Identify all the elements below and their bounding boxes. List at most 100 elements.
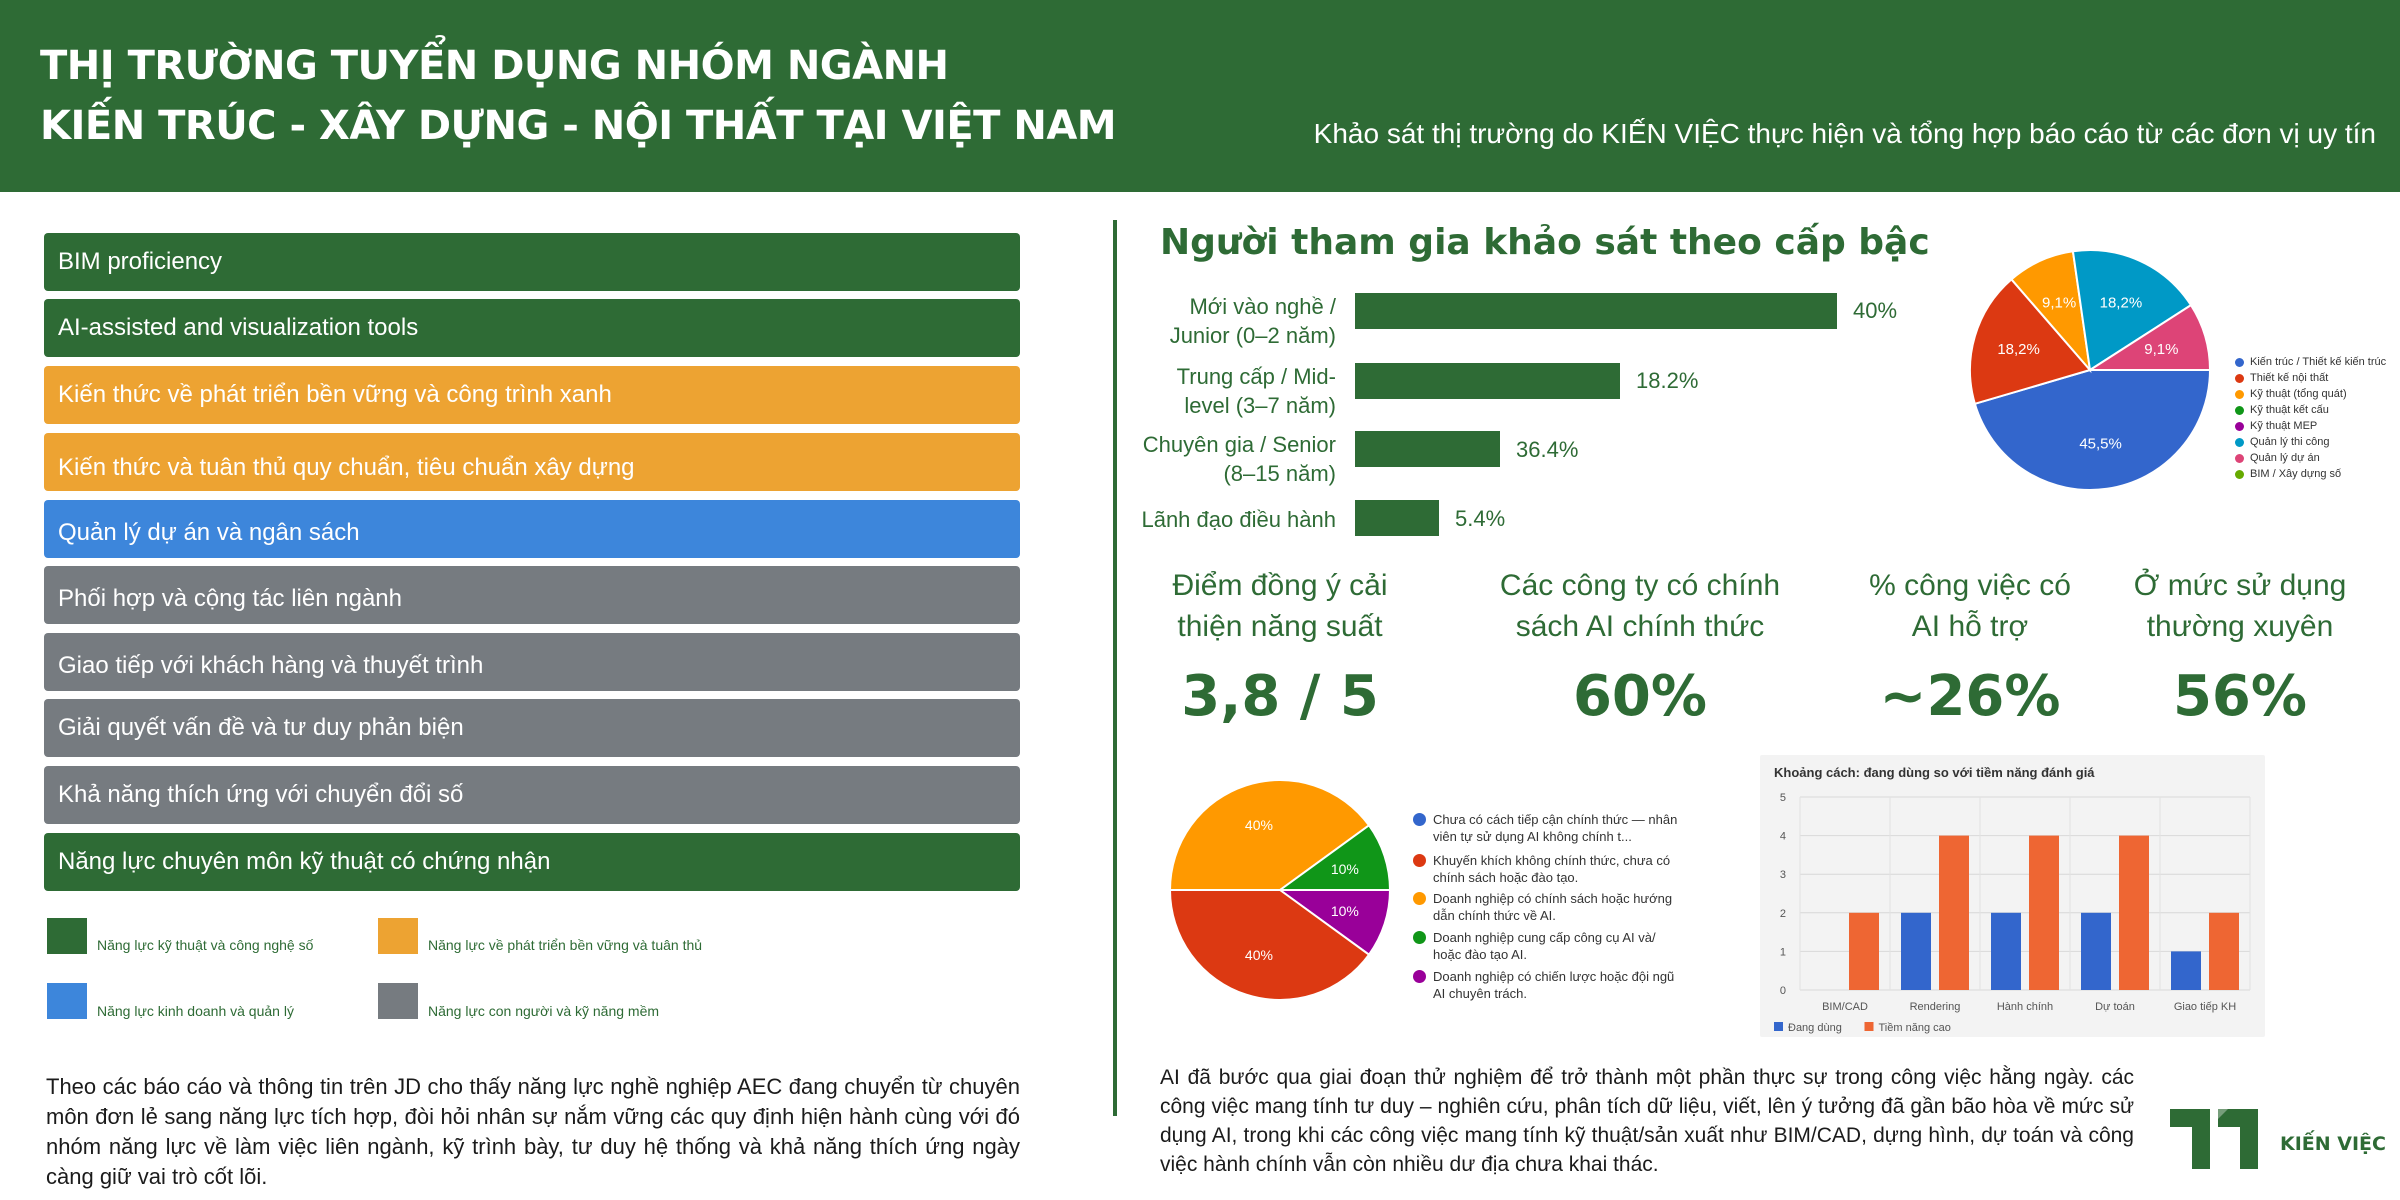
pie-slice-label: 10% — [1331, 903, 1359, 919]
skill-item: Quản lý dự án và ngân sách — [44, 500, 1020, 558]
legend-dot — [2235, 453, 2244, 463]
pie-slice — [1969, 277, 2092, 406]
legend-swatch — [378, 983, 418, 1019]
pie-slice-label: 9,1% — [2144, 341, 2178, 358]
pie-legend-item: Kiến trúc / Thiết kế kiến trúc — [2235, 356, 2386, 368]
bar-data-label: 5.4% — [1455, 506, 1506, 531]
bar-data-label: 40% — [1853, 298, 1898, 323]
bar-category-line: level (3–7 năm) — [1184, 393, 1336, 418]
skill-label: Giải quyết vấn đề và tư duy phản biện — [58, 714, 464, 741]
header-banner: THỊ TRƯỜNG TUYỂN DỤNG NHÓM NGÀNH KIẾN TR… — [0, 0, 2400, 192]
page-title: THỊ TRƯỜNG TUYỂN DỤNG NHÓM NGÀNH KIẾN TR… — [40, 36, 1117, 156]
stat-value: 60% — [1572, 664, 1708, 729]
legend-dot — [2235, 437, 2244, 447]
stat-label-line: thường xuyên — [2146, 610, 2334, 643]
legend-dot — [1413, 813, 1426, 826]
legend-text: Khuyến khích không chính thức, chưa có c… — [1433, 853, 1671, 885]
legend-text: Kiến trúc / Thiết kế kiến trúc — [2250, 356, 2387, 368]
chart-title: Khoảng cách: đang dùng so với tiềm năng … — [1774, 765, 2095, 780]
legend-swatch — [47, 918, 87, 954]
stat-value: 56% — [2172, 664, 2308, 729]
skill-label: Quản lý dự án và ngân sách — [58, 519, 360, 546]
pie-slice-label: 18,2% — [2100, 294, 2143, 311]
legend-text: Chưa có cách tiếp cận chính thức — nhân … — [1433, 812, 1678, 844]
skill-item: Năng lực chuyên môn kỹ thuật có chứng nh… — [44, 833, 1020, 891]
bar — [2029, 835, 2059, 990]
legend-dot — [2235, 357, 2244, 367]
skill-label: Giao tiếp với khách hàng và thuyết trình — [58, 652, 484, 679]
skill-item: AI-assisted and visualization tools — [44, 299, 1020, 357]
legend-text: Doanh nghiệp cung cấp công cụ AI và/ hoặ… — [1433, 930, 1656, 962]
y-tick-label: 5 — [1780, 792, 1786, 804]
bar-category-line: (8–15 năm) — [1223, 461, 1336, 486]
bar — [2119, 835, 2149, 990]
pie-slice-label: 9,1% — [2042, 294, 2076, 311]
x-tick-label: Hành chính — [1997, 1001, 2053, 1013]
bar-category-label: Trung cấp / Mid- level (3–7 năm) — [1106, 362, 1336, 420]
legend-text: Kỹ thuật MEP — [2250, 420, 2318, 432]
skill-label: BIM proficiency — [58, 248, 223, 275]
pie-legend-item: Kỹ thuật kết cấu — [2235, 404, 2329, 416]
skill-label: Phối hợp và cộng tác liên ngành — [58, 585, 402, 612]
bar — [1991, 912, 2021, 990]
legend-text: Kỹ thuật (tổng quát) — [2250, 388, 2347, 400]
skill-label: Kiến thức về phát triển bền vững và công… — [58, 381, 612, 408]
legend-dot — [2235, 421, 2244, 431]
title-line-2: KIẾN TRÚC - XÂY DỰNG - NỘI THẤT TẠI VIỆT… — [40, 103, 1117, 149]
bar — [1849, 912, 1879, 990]
legend-dot — [1413, 854, 1426, 867]
bar-category-line: Lãnh đạo điều hành — [1141, 507, 1336, 532]
bar — [1355, 500, 1439, 536]
bar-data-label: 18.2% — [1636, 368, 1699, 393]
bar-category-label: Chuyên gia / Senior (8–15 năm) — [1106, 430, 1336, 488]
legend-dot — [2235, 469, 2244, 479]
pie-legend-item: Quản lý thi công — [2235, 436, 2330, 448]
skill-label: Năng lực chuyên môn kỹ thuật có chứng nh… — [58, 848, 551, 875]
bar-data-label: 36.4% — [1516, 437, 1579, 462]
stat-value: 3,8 / 5 — [1181, 664, 1379, 729]
pie-legend-item: Chưa có cách tiếp cận chính thức — nhân … — [1413, 811, 1683, 845]
stat-label: % công việc có AI hỗ trợ — [1840, 565, 2100, 647]
legend-swatch — [1864, 1022, 1874, 1031]
kien-viec-logo-icon — [2170, 1109, 2258, 1169]
skill-item: BIM proficiency — [44, 233, 1020, 291]
stat-label: Điểm đồng ý cải thiện năng suất — [1130, 565, 1430, 647]
stat-label-line: thiện năng suất — [1177, 610, 1383, 643]
skill-item: Phối hợp và cộng tác liên ngành — [44, 566, 1020, 624]
pie-slice-label: 40% — [1245, 817, 1273, 833]
y-tick-label: 0 — [1780, 985, 1786, 997]
pie-legend-item: Quản lý dự án — [2235, 452, 2320, 464]
usage-gap-bar-chart: Khoảng cách: đang dùng so với tiềm năng … — [1760, 755, 2265, 1037]
legend-dot — [1413, 931, 1426, 944]
bar — [2081, 912, 2111, 990]
page-subtitle: Khảo sát thị trường do KIẾN VIỆC thực hi… — [1313, 118, 2376, 149]
stat-value: ~26% — [1879, 664, 2061, 729]
skill-label: Kiến thức và tuân thủ quy chuẩn, tiêu ch… — [58, 454, 635, 481]
bar — [2209, 912, 2239, 990]
bar-category-label: Lãnh đạo điều hành — [1106, 505, 1336, 534]
legend-text: Doanh nghiệp có chính sách hoặc hướng dẫ… — [1433, 891, 1673, 923]
legend-text: Quản lý dự án — [2250, 452, 2320, 464]
stat-label-line: % công việc có — [1869, 569, 2071, 602]
legend-text: Tiềm năng cao — [1879, 1022, 1951, 1034]
skill-label: AI-assisted and visualization tools — [58, 314, 419, 341]
legend-dot — [1413, 970, 1426, 983]
ai-policy-pie-chart: 10% 40% 40% 10% — [1168, 779, 1392, 1001]
pie-slice — [1168, 889, 1371, 1001]
skill-item: Kiến thức và tuân thủ quy chuẩn, tiêu ch… — [44, 433, 1020, 491]
bar-category-line: Chuyên gia / Senior — [1142, 432, 1336, 457]
legend-text: Đang dùng — [1788, 1022, 1842, 1034]
pie-legend-item: Doanh nghiệp có chính sách hoặc hướng dẫ… — [1413, 890, 1683, 924]
legend-label: Năng lực kỹ thuật và công nghệ số — [97, 937, 314, 953]
stat-label: Các công ty có chính sách AI chính thức — [1470, 565, 1810, 647]
bar-category-line: Trung cấp / Mid- — [1176, 364, 1336, 389]
bar-category-label: Mới vào nghề / Junior (0–2 năm) — [1106, 292, 1336, 350]
y-tick-label: 4 — [1780, 831, 1786, 843]
x-tick-label: Giao tiếp KH — [2174, 1001, 2236, 1013]
bar — [1939, 835, 1969, 990]
legend-text: BIM / Xây dựng số — [2250, 468, 2342, 480]
legend-label: Năng lực kinh doanh và quản lý — [97, 1003, 294, 1019]
y-tick-label: 3 — [1780, 869, 1786, 881]
y-tick-label: 2 — [1780, 908, 1786, 920]
bar-category-line: Junior (0–2 năm) — [1169, 323, 1336, 348]
